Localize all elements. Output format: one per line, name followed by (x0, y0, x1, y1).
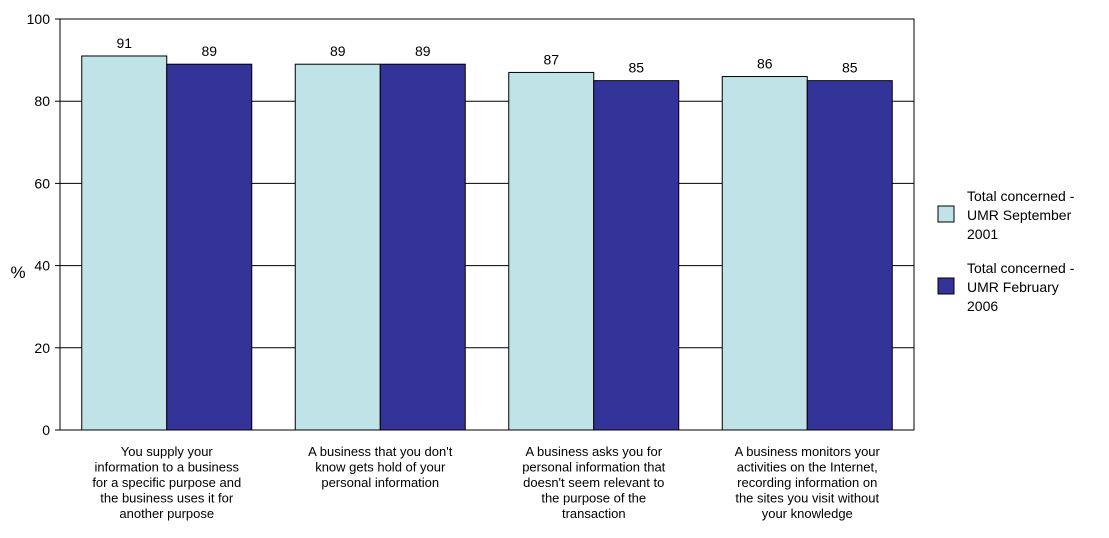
data-label: 91 (116, 35, 132, 51)
x-tick-label: your knowledge (762, 506, 853, 521)
y-tick-label: 20 (34, 340, 50, 356)
y-tick-label: 80 (34, 93, 50, 109)
x-tick-label: activities on the Internet, (737, 460, 878, 475)
plot-border (59, 18, 915, 431)
x-tick-label: transaction (562, 506, 626, 521)
x-tick-label: doesn't seem relevant to (523, 475, 664, 490)
x-tick-label: know gets hold of your (315, 460, 446, 475)
x-tick-label: A business asks you for (525, 444, 662, 459)
legend-label: UMR February (967, 279, 1059, 295)
x-tick-label: the business uses it for (100, 491, 234, 506)
x-tick-label: the sites you visit without (735, 491, 879, 506)
x-tick-label: You supply your (121, 444, 214, 459)
data-label: 85 (628, 60, 644, 76)
bar (593, 80, 680, 431)
x-tick-label: recording information on (737, 475, 877, 490)
y-tick-label: 0 (42, 422, 50, 438)
x-tick-label: the purpose of the (541, 491, 646, 506)
y-axis-label: % (10, 263, 25, 282)
legend-label: UMR September (967, 207, 1072, 223)
legend-label: Total concerned - (967, 260, 1075, 276)
bar (81, 55, 168, 431)
bar (294, 63, 381, 431)
data-label: 87 (543, 51, 559, 67)
y-tick-label: 100 (27, 11, 51, 27)
x-tick-label: A business that you don't (308, 444, 453, 459)
y-tick-label: 60 (34, 175, 50, 191)
data-label: 85 (842, 60, 858, 76)
legend-label: Total concerned - (967, 188, 1075, 204)
x-tick-label: personal information (321, 475, 439, 490)
data-label: 89 (201, 43, 217, 59)
legend-label: 2006 (967, 298, 998, 314)
bar (508, 71, 595, 431)
data-label: 86 (757, 56, 773, 72)
x-tick-label: another purpose (119, 506, 214, 521)
bar (806, 80, 893, 431)
x-tick-label: personal information that (522, 460, 665, 475)
bar (379, 63, 466, 431)
legend-swatch (937, 205, 955, 223)
bar (721, 76, 808, 431)
bar (166, 63, 253, 431)
legend-swatch (937, 277, 955, 295)
x-tick-label: for a specific purpose and (92, 475, 241, 490)
x-tick-label: information to a business (94, 460, 239, 475)
legend-label: 2001 (967, 226, 998, 242)
data-label: 89 (415, 43, 431, 59)
y-tick-label: 40 (34, 258, 50, 274)
data-label: 89 (330, 43, 346, 59)
x-tick-label: A business monitors your (735, 444, 881, 459)
